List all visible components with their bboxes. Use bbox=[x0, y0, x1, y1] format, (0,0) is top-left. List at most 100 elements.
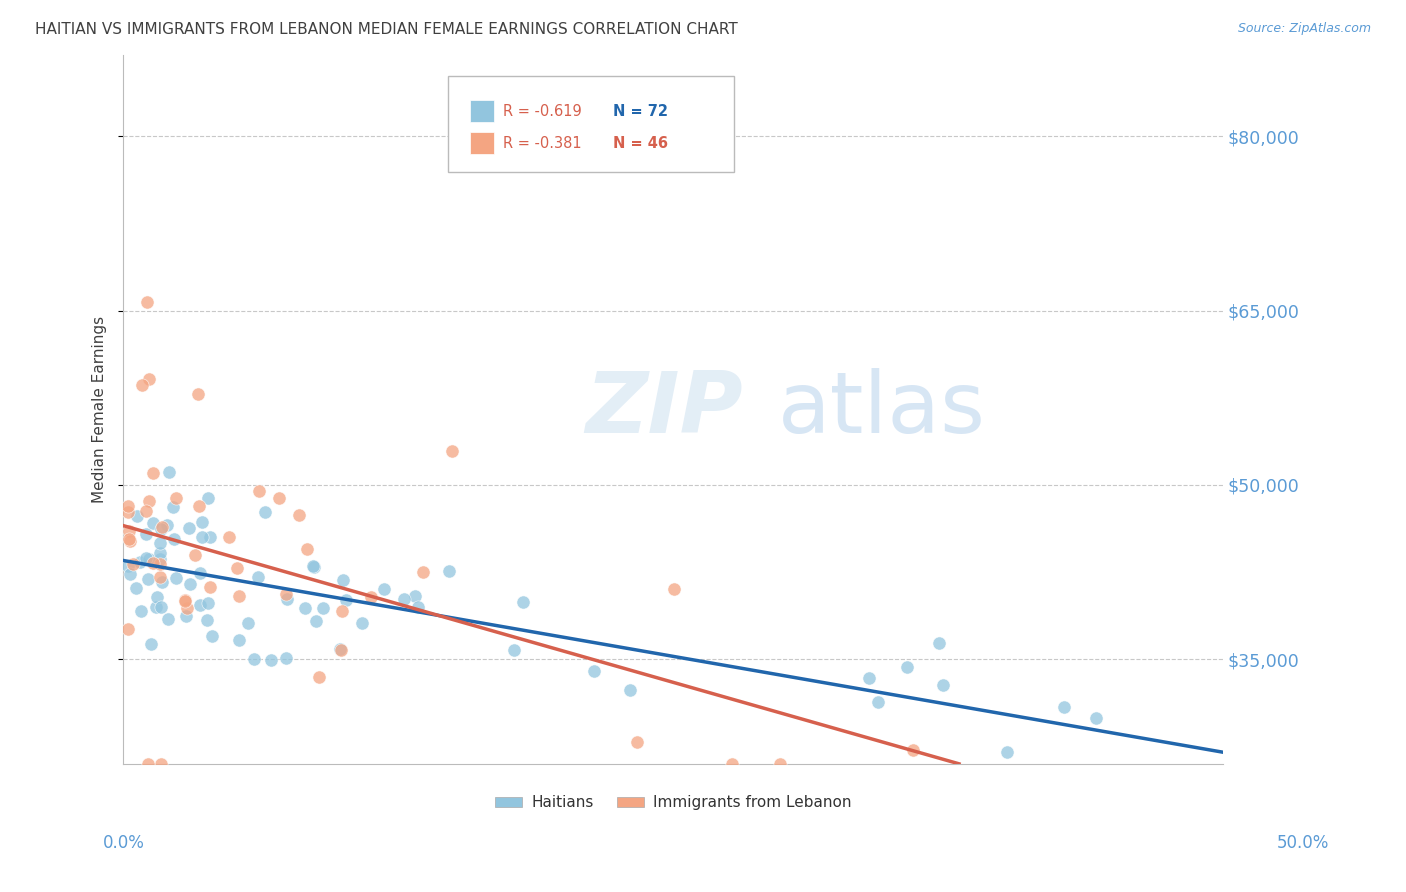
Point bbox=[404, 589, 426, 603]
Point bbox=[149, 522, 172, 536]
Point bbox=[312, 600, 335, 615]
Point bbox=[928, 636, 950, 650]
FancyBboxPatch shape bbox=[470, 132, 494, 154]
Point bbox=[1084, 711, 1107, 725]
Point bbox=[267, 491, 290, 505]
Point bbox=[335, 593, 357, 607]
Point bbox=[191, 530, 214, 544]
Point bbox=[583, 664, 606, 678]
Point bbox=[412, 566, 434, 580]
Point bbox=[131, 378, 153, 392]
Point bbox=[162, 500, 184, 515]
Point bbox=[187, 387, 209, 401]
Point bbox=[201, 629, 224, 643]
Point bbox=[136, 295, 159, 310]
Point bbox=[149, 536, 172, 550]
Point bbox=[305, 615, 328, 629]
Point bbox=[165, 491, 187, 506]
Point bbox=[145, 600, 167, 615]
Point bbox=[117, 558, 139, 573]
Point bbox=[138, 372, 160, 386]
Text: HAITIAN VS IMMIGRANTS FROM LEBANON MEDIAN FEMALE EARNINGS CORRELATION CHART: HAITIAN VS IMMIGRANTS FROM LEBANON MEDIA… bbox=[35, 22, 738, 37]
Point bbox=[197, 491, 219, 505]
Point bbox=[302, 558, 325, 573]
Point bbox=[188, 500, 211, 514]
Point bbox=[138, 493, 160, 508]
Point bbox=[136, 756, 159, 771]
Text: ZIP: ZIP bbox=[585, 368, 742, 451]
Text: atlas: atlas bbox=[778, 368, 986, 451]
Point bbox=[198, 530, 221, 544]
Point bbox=[195, 613, 218, 627]
Point bbox=[157, 465, 180, 479]
Point bbox=[149, 552, 172, 566]
Point bbox=[626, 735, 648, 749]
Point bbox=[197, 596, 219, 610]
Point bbox=[149, 557, 172, 571]
Point bbox=[117, 505, 139, 519]
Point bbox=[191, 515, 214, 529]
Point bbox=[141, 467, 163, 481]
Point bbox=[329, 643, 352, 657]
Point bbox=[118, 567, 141, 582]
Point bbox=[117, 622, 139, 636]
Point bbox=[150, 575, 173, 590]
Point bbox=[392, 592, 415, 607]
Point bbox=[1053, 700, 1076, 714]
Y-axis label: Median Female Earnings: Median Female Earnings bbox=[93, 316, 107, 503]
Point bbox=[896, 660, 918, 674]
Point bbox=[901, 743, 924, 757]
Point bbox=[932, 678, 955, 692]
Point bbox=[136, 572, 159, 586]
Point bbox=[157, 612, 180, 626]
Point bbox=[288, 508, 311, 523]
Text: R = -0.381: R = -0.381 bbox=[503, 136, 581, 151]
Point bbox=[330, 604, 353, 618]
Point bbox=[502, 642, 524, 657]
Text: 0.0%: 0.0% bbox=[103, 834, 145, 852]
Point bbox=[176, 600, 198, 615]
Point bbox=[302, 560, 325, 574]
Point bbox=[406, 600, 429, 615]
Text: Source: ZipAtlas.com: Source: ZipAtlas.com bbox=[1237, 22, 1371, 36]
Point bbox=[329, 642, 352, 657]
Point bbox=[238, 615, 260, 630]
Point bbox=[184, 548, 207, 562]
Point bbox=[156, 517, 179, 532]
Point bbox=[868, 695, 890, 709]
Point bbox=[247, 570, 270, 584]
Point bbox=[179, 576, 201, 591]
Text: R = -0.619: R = -0.619 bbox=[503, 103, 582, 119]
Point bbox=[276, 592, 298, 607]
Point bbox=[122, 557, 145, 571]
Point bbox=[118, 533, 141, 548]
Point bbox=[332, 573, 354, 587]
Point bbox=[135, 527, 157, 541]
Point bbox=[138, 552, 160, 566]
Point bbox=[295, 541, 318, 556]
Point bbox=[228, 589, 250, 603]
Point bbox=[373, 582, 395, 596]
Point bbox=[190, 566, 212, 580]
Point bbox=[149, 570, 172, 584]
Point bbox=[512, 595, 534, 609]
Point bbox=[117, 499, 139, 513]
Point bbox=[228, 633, 250, 648]
Point bbox=[173, 593, 195, 607]
Point bbox=[254, 505, 277, 519]
Point bbox=[440, 443, 463, 458]
Point bbox=[218, 530, 240, 544]
Point bbox=[243, 651, 266, 665]
Point bbox=[308, 670, 330, 684]
Point bbox=[129, 555, 152, 569]
Point bbox=[118, 532, 141, 546]
Point bbox=[129, 604, 152, 618]
Text: N = 72: N = 72 bbox=[613, 103, 668, 119]
Point bbox=[149, 600, 172, 615]
Point bbox=[125, 509, 148, 524]
Point bbox=[149, 756, 172, 771]
Point bbox=[135, 550, 157, 565]
Point bbox=[274, 651, 297, 665]
Point bbox=[437, 564, 460, 578]
Text: 50.0%: 50.0% bbox=[1277, 834, 1329, 852]
